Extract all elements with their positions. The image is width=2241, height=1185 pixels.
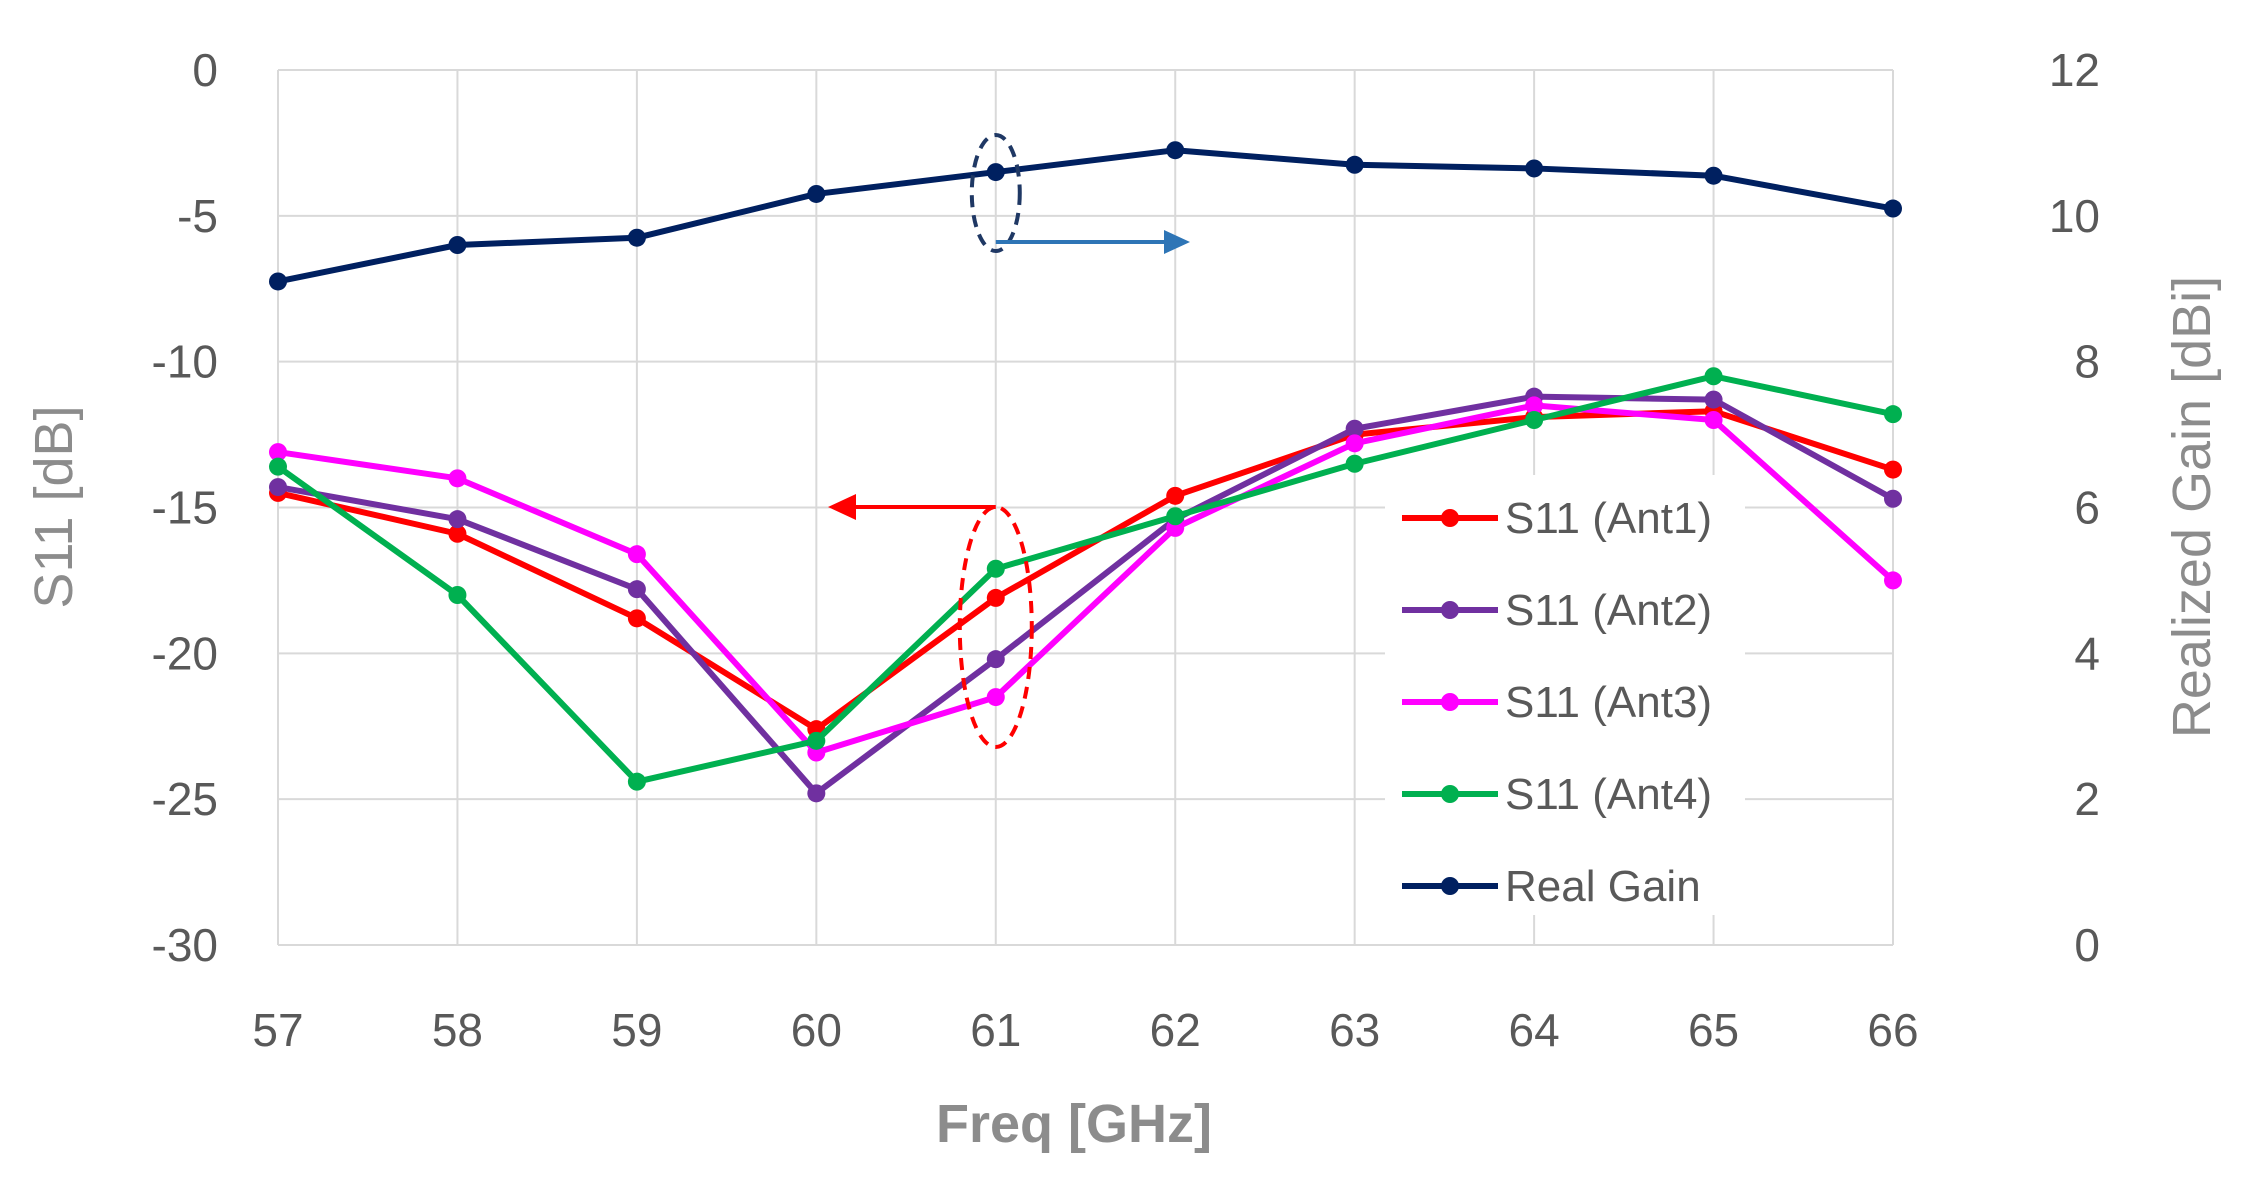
data-point-s11-ant3 bbox=[1525, 396, 1544, 415]
x-tick-label: 59 bbox=[611, 1004, 662, 1056]
legend-label: Real Gain bbox=[1505, 862, 1701, 911]
x-tick-label: 64 bbox=[1509, 1004, 1560, 1056]
legend-label: S11 (Ant2) bbox=[1505, 586, 1712, 635]
y2-tick-label: 8 bbox=[2074, 336, 2100, 388]
legend-swatch-marker bbox=[1441, 785, 1459, 803]
data-point-s11-ant2 bbox=[448, 510, 467, 529]
x-tick-label: 58 bbox=[432, 1004, 483, 1056]
data-point-s11-ant3 bbox=[1345, 434, 1364, 453]
data-point-s11-ant4 bbox=[807, 731, 826, 750]
data-point-s11-ant4 bbox=[1345, 454, 1364, 473]
data-point-s11-ant2 bbox=[1704, 390, 1723, 409]
data-point-real-gain bbox=[627, 228, 646, 247]
data-point-s11-ant2 bbox=[269, 478, 287, 497]
data-point-s11-ant4 bbox=[269, 457, 287, 476]
data-point-real-gain bbox=[807, 184, 826, 203]
data-point-s11-ant3 bbox=[1704, 411, 1723, 429]
data-point-s11-ant4 bbox=[1166, 507, 1185, 526]
s11-ellipse bbox=[957, 505, 1034, 749]
legend-label: S11 (Ant4) bbox=[1505, 770, 1712, 819]
legend-swatch-marker bbox=[1441, 509, 1459, 527]
annotations bbox=[828, 133, 1190, 749]
y-tick-label: -30 bbox=[152, 919, 218, 971]
y-tick-label: -5 bbox=[177, 190, 218, 242]
data-point-s11-ant4 bbox=[1525, 411, 1544, 429]
data-point-s11-ant1 bbox=[986, 588, 1005, 607]
legend: S11 (Ant1) S11 (Ant2) S11 (Ant3) S11 (Ant4)… bbox=[1385, 475, 1745, 915]
data-point-s11-ant2 bbox=[627, 580, 646, 599]
data-point-s11-ant1 bbox=[1166, 486, 1185, 505]
y2-tick-label: 0 bbox=[2074, 919, 2100, 971]
x-tick-label: 57 bbox=[252, 1004, 303, 1056]
data-point-s11-ant1 bbox=[448, 524, 467, 543]
legend-swatch-marker bbox=[1441, 877, 1459, 895]
y-tick-label: -10 bbox=[152, 336, 218, 388]
x-tick-label: 63 bbox=[1329, 1004, 1380, 1056]
x-tick-label: 62 bbox=[1150, 1004, 1201, 1056]
gain-ellipse bbox=[969, 133, 1022, 253]
series-line-s11-ant3 bbox=[277, 402, 1895, 756]
y2-axis-title: Realized Gain [dBi] bbox=[2162, 276, 2222, 738]
data-point-s11-ant3 bbox=[1884, 571, 1902, 590]
legend-label: S11 (Ant3) bbox=[1505, 678, 1712, 727]
data-point-s11-ant4 bbox=[1884, 405, 1902, 424]
x-tick-label: 60 bbox=[791, 1004, 842, 1056]
y-axis-title: S11 [dB] bbox=[24, 405, 84, 608]
data-point-s11-ant4 bbox=[627, 772, 646, 791]
gain-arrow-head bbox=[1164, 230, 1190, 254]
data-point-s11-ant2 bbox=[986, 650, 1005, 669]
data-point-s11-ant4 bbox=[1704, 367, 1723, 386]
legend-swatch-marker bbox=[1441, 601, 1459, 619]
y2-tick-label: 4 bbox=[2074, 627, 2100, 679]
data-point-real-gain bbox=[448, 236, 467, 254]
x-axis-title: Freq [GHz] bbox=[936, 1094, 1212, 1154]
data-point-s11-ant2 bbox=[807, 784, 826, 803]
data-point-s11-ant4 bbox=[448, 586, 467, 604]
y-tick-label: 0 bbox=[192, 44, 218, 96]
data-point-real-gain bbox=[1166, 141, 1185, 160]
data-point-s11-ant3 bbox=[448, 469, 467, 488]
x-tick-label: 61 bbox=[970, 1004, 1021, 1056]
series-line-s11-ant4 bbox=[276, 373, 1894, 785]
legend-swatch-marker bbox=[1441, 693, 1459, 711]
data-point-s11-ant3 bbox=[986, 688, 1005, 707]
x-tick-label: 65 bbox=[1688, 1004, 1739, 1056]
data-point-real-gain bbox=[1345, 155, 1364, 174]
data-point-real-gain bbox=[1525, 159, 1544, 178]
data-point-real-gain bbox=[986, 163, 1005, 182]
s11-arrow-head bbox=[828, 494, 856, 520]
x-tick-label: 66 bbox=[1867, 1004, 1918, 1056]
data-point-real-gain bbox=[1884, 199, 1902, 218]
y-tick-label: -20 bbox=[152, 627, 218, 679]
y2-tick-label: 12 bbox=[2049, 44, 2100, 96]
y2-tick-label: 6 bbox=[2074, 482, 2100, 534]
data-point-s11-ant1 bbox=[627, 609, 646, 628]
legend-label: S11 (Ant1) bbox=[1505, 494, 1712, 543]
data-point-real-gain bbox=[269, 272, 287, 291]
data-point-real-gain bbox=[1704, 166, 1723, 185]
series-group bbox=[269, 141, 1902, 803]
series-line-real-gain bbox=[277, 147, 1894, 285]
data-point-s11-ant2 bbox=[1884, 489, 1902, 508]
y2-tick-label: 10 bbox=[2049, 190, 2100, 242]
y2-tick-label: 2 bbox=[2074, 773, 2100, 825]
y-tick-label: -25 bbox=[152, 773, 218, 825]
data-point-s11-ant1 bbox=[1884, 460, 1902, 479]
data-point-s11-ant3 bbox=[627, 545, 646, 564]
data-point-s11-ant3 bbox=[269, 443, 287, 462]
y-tick-label: -15 bbox=[152, 482, 218, 534]
data-point-s11-ant2 bbox=[1345, 419, 1364, 438]
data-point-s11-ant4 bbox=[986, 559, 1005, 578]
